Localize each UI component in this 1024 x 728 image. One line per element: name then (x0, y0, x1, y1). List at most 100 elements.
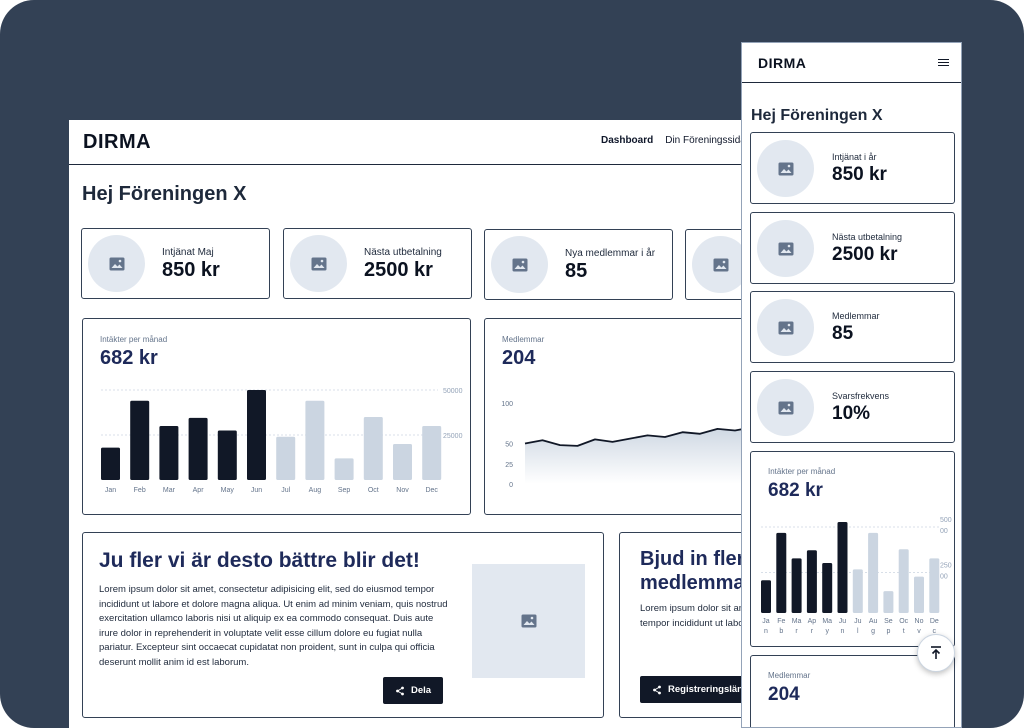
stat-image-placeholder (757, 140, 814, 197)
x-tick-label: l (857, 628, 859, 635)
x-tick-label: r (811, 628, 814, 635)
stat-card-next-payout: Nästa utbetalning 2500 kr (283, 228, 472, 299)
image-icon (778, 162, 793, 175)
image-icon (778, 242, 793, 255)
income-bar (334, 458, 354, 480)
stat-image-placeholder (290, 235, 347, 292)
stat-image-placeholder (491, 236, 548, 293)
scroll-to-top-button[interactable] (917, 634, 955, 672)
x-tick-label: Aug (309, 487, 322, 494)
members-chart-card: Medlemmar 204 0 25 50 100 (484, 318, 789, 515)
registration-link-label: Registreringslänk (668, 684, 749, 695)
x-tick-label: v (917, 628, 921, 635)
page-title: Hej Föreningen X (82, 183, 247, 205)
income-chart-card: Intäkter per månad 682 kr 50000 25000 Jan F… (82, 318, 471, 515)
stat-card-new-members: Nya medlemmar i år 85 (484, 229, 673, 300)
stat-card-earned: Intjänat Maj 850 kr (81, 228, 270, 299)
x-tick-label: Ma (822, 618, 832, 625)
share-icon (653, 685, 661, 694)
mobile-income-bar (837, 522, 848, 613)
x-tick-label: Apr (193, 487, 205, 494)
y-tick-label: 25 (505, 462, 513, 469)
mobile-income-bar (929, 558, 940, 613)
x-tick-label: Ju (839, 618, 847, 625)
invite-body: Lorem ipsum dolor sit amet, consectetur … (640, 603, 789, 629)
y-tick-label: 00 (940, 528, 948, 535)
x-tick-label: Jan (105, 487, 116, 494)
x-tick-label: Mar (163, 487, 176, 494)
stat-image-placeholder (692, 236, 749, 293)
mobile-header: DIRMA (742, 43, 961, 83)
mobile-income-bar (822, 562, 833, 613)
nav-dashboard[interactable]: Dashboard (601, 135, 654, 146)
y-tick-label: 250 (940, 563, 952, 570)
x-tick-label: Oct (368, 487, 379, 494)
image-icon (713, 258, 728, 271)
members-area-fill (525, 425, 789, 484)
x-tick-label: p (886, 628, 890, 635)
mobile-stat-members: Medlemmar 85 (750, 291, 955, 363)
stat-value: 85 (832, 323, 854, 344)
mobile-page-title: Hej Föreningen X (751, 107, 883, 124)
stat-image-placeholder (757, 379, 814, 436)
x-tick-label: De (930, 618, 939, 625)
image-icon (778, 401, 793, 414)
nav-foreningssida[interactable]: Din Föreningssida (665, 135, 746, 146)
income-bar (393, 444, 412, 480)
x-tick-label: r (795, 628, 798, 635)
income-bar (276, 436, 296, 480)
desktop-nav: Dashboard Din Föreningssida (601, 135, 746, 146)
logo[interactable]: DIRMA (83, 130, 152, 153)
x-tick-label: Ma (792, 618, 802, 625)
mobile-income-bar (852, 569, 863, 613)
image-icon (512, 258, 527, 271)
arrow-up-icon (931, 646, 941, 659)
mobile-income-bar (776, 532, 787, 613)
hamburger-menu-icon[interactable] (938, 58, 949, 67)
x-tick-label: Ap (808, 618, 817, 625)
income-bar (217, 430, 237, 480)
registration-link-button[interactable]: Registreringslänk (640, 676, 761, 703)
income-bar (305, 400, 325, 480)
income-chart-label: Intäkter per månad (100, 335, 168, 344)
stat-label: Svarsfrekvens (832, 391, 890, 401)
stat-value: 850 kr (162, 259, 220, 281)
mobile-income-bar (898, 549, 909, 613)
promo-title: Ju fler vi är desto bättre blir det! (99, 549, 420, 572)
income-bar (188, 417, 208, 480)
mobile-income-chart-card: Intäkter per månad 682 kr 500 00 250 00 Ja n F… (750, 451, 955, 647)
x-tick-label: Se (884, 618, 893, 625)
income-bar (363, 417, 383, 480)
x-tick-label: Oc (899, 618, 908, 625)
mobile-stat-earned: Intjänat i år 850 kr (750, 132, 955, 204)
mobile-preview: DIRMA Hej Föreningen X Intjänat i år 850… (741, 42, 962, 728)
x-tick-label: Feb (134, 487, 146, 494)
image-icon (109, 257, 124, 270)
x-tick-label: t (903, 628, 905, 635)
x-tick-label: Sep (338, 487, 351, 494)
stat-value: 85 (565, 260, 588, 282)
x-tick-label: y (825, 628, 829, 635)
share-button[interactable]: Dela (383, 677, 444, 704)
mobile-income-bar (883, 591, 894, 613)
desktop-preview: DIRMA Dashboard Din Föreningssida Hej Fö… (69, 120, 789, 728)
x-tick-label: b (779, 628, 783, 635)
stat-value: 2500 kr (364, 259, 433, 281)
share-button-label: Dela (411, 685, 432, 696)
mobile-income-chart-value: 682 kr (768, 480, 823, 501)
y-tick-label: 50000 (443, 388, 463, 395)
mobile-logo[interactable]: DIRMA (758, 54, 807, 71)
image-icon (311, 257, 326, 270)
stat-label: Medlemmar (832, 311, 880, 321)
image-icon (778, 321, 793, 334)
desktop-header: DIRMA Dashboard Din Föreningssida (69, 120, 789, 165)
x-tick-label: c (933, 628, 937, 635)
members-chart-label: Medlemmar (502, 335, 545, 344)
x-tick-label: Ju (854, 618, 862, 625)
x-tick-label: Fe (777, 618, 785, 625)
y-tick-label: 25000 (443, 433, 463, 440)
x-tick-label: Ja (762, 618, 770, 625)
stat-label: Nya medlemmar i år (565, 248, 656, 259)
invite-title-line2: medlemmar (640, 572, 753, 594)
income-bar (130, 400, 150, 480)
